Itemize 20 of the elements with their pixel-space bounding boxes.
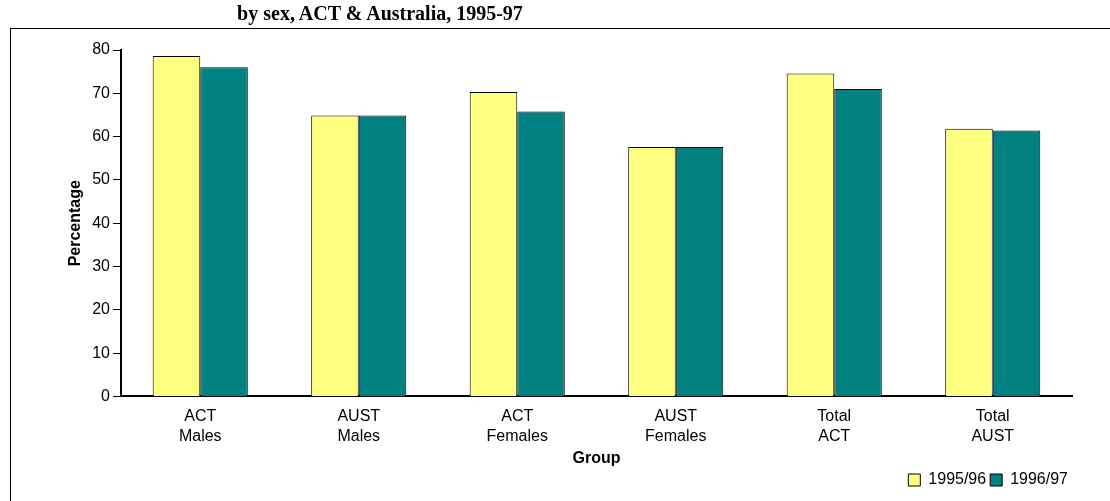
x-tick-label: ACT Males bbox=[178, 407, 222, 444]
x-tick-label: AUST Females bbox=[645, 407, 707, 444]
legend-label: 1995/96 bbox=[928, 470, 987, 488]
x-tick-label: Total AUST bbox=[971, 407, 1015, 444]
y-tick-label: 70 bbox=[92, 83, 111, 101]
x-tick-label: Total ACT bbox=[817, 407, 852, 444]
y-tick-label: 20 bbox=[92, 300, 111, 318]
y-tick-label: 40 bbox=[92, 213, 111, 231]
y-tick-label: 60 bbox=[92, 127, 111, 145]
y-tick-label: 80 bbox=[92, 40, 111, 58]
y-axis-title: Percentage bbox=[66, 179, 84, 267]
x-tick-label: ACT Females bbox=[486, 407, 548, 444]
y-tick-label: 50 bbox=[92, 170, 111, 188]
y-tick-label: 0 bbox=[101, 386, 111, 404]
y-tick-label: 30 bbox=[92, 256, 111, 274]
y-tick-label: 10 bbox=[92, 343, 111, 361]
x-tick-label: AUST Males bbox=[337, 407, 381, 444]
chart-title: by sex, ACT & Australia, 1995-97 bbox=[236, 2, 524, 25]
legend-label: 1996/97 bbox=[1010, 470, 1069, 488]
x-axis-title: Group bbox=[572, 448, 621, 466]
